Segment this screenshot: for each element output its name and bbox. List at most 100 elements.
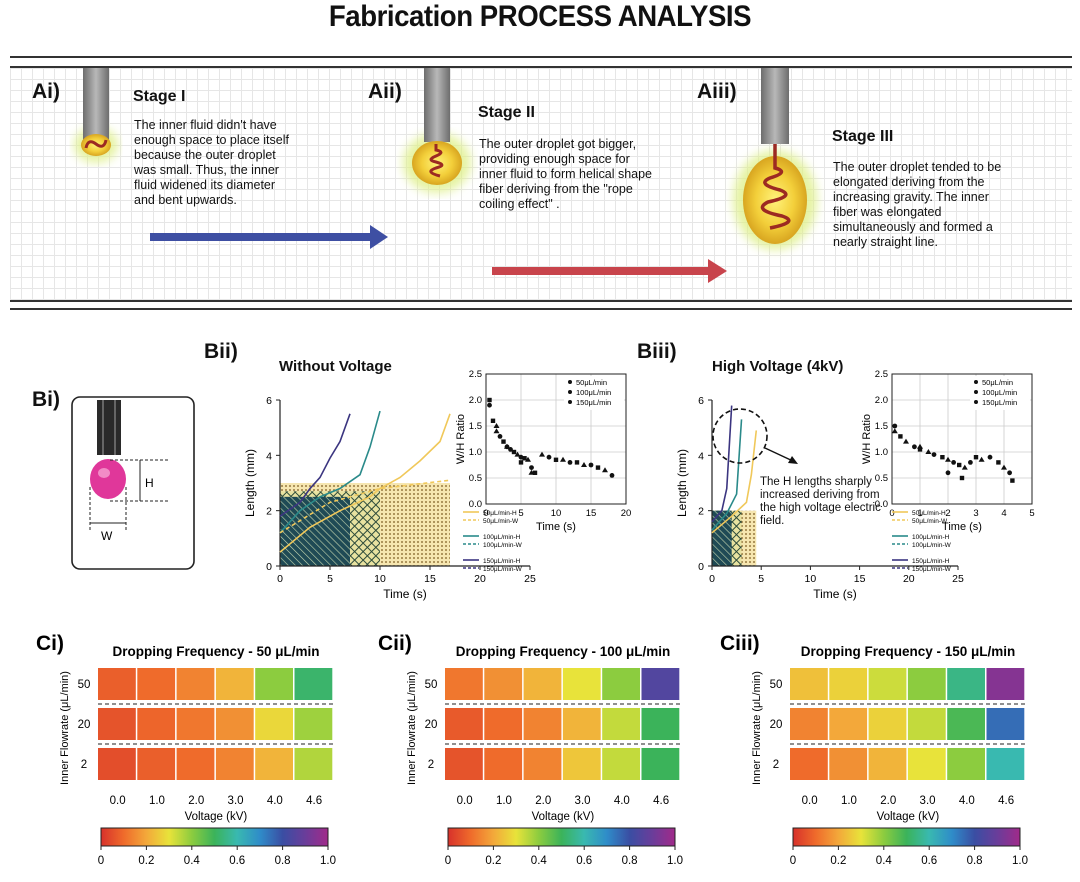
legend-label: 100μL/min-W [912, 542, 952, 549]
heatmap-cell [484, 708, 523, 740]
data-point [595, 465, 601, 470]
series-line [711, 419, 743, 531]
y-tick-label: 2.5 [875, 369, 888, 380]
y-tick-label: 20 [78, 719, 91, 731]
y-tick-label: 6 [266, 395, 272, 407]
section-c-heatmaps: Ci) Dropping Frequency - 50 μL/min502020.… [36, 632, 1028, 867]
heatmap-cell [215, 708, 254, 740]
annotation-line: the high voltage electric [760, 502, 881, 514]
x-tick-label: 4.0 [267, 795, 283, 807]
y-axis-title: W/H Ratio [455, 414, 467, 464]
data-point [522, 456, 527, 461]
heatmap-cell [294, 708, 333, 740]
x-tick-label: 4.6 [306, 795, 322, 807]
heatmap-cell [137, 708, 176, 740]
description-line: fluid widened its diameter [134, 178, 276, 192]
heatmap-cell [176, 708, 215, 740]
heatmap-cell [602, 748, 640, 780]
section-a-grid [10, 68, 1072, 300]
heatmap-title: Dropping Frequency - 50 μL/min [112, 644, 319, 659]
x-tick-label: 5 [518, 508, 523, 519]
heatmap-cell [562, 708, 601, 740]
description-line: providing enough space for [479, 152, 630, 166]
y-tick-label: 2 [698, 506, 704, 518]
y-tick-label: 2.0 [469, 395, 482, 406]
x-tick-label: 2.0 [535, 795, 551, 807]
legend-label: 50μL/min [982, 378, 1013, 387]
heatmap-cell [523, 748, 562, 780]
data-point [528, 469, 535, 475]
heatmap-cell [523, 708, 562, 740]
x-tick-label: 10 [805, 573, 817, 585]
data-point [560, 456, 566, 462]
plot-frame [485, 373, 627, 505]
y-tick-label: 50 [425, 679, 438, 691]
data-point [973, 455, 979, 460]
stage-iii-needle-droplet [733, 68, 817, 250]
legend-marker [974, 390, 978, 394]
stage-iii-description: The outer droplet tended to be elongated … [833, 160, 1001, 250]
y-tick-label: 20 [425, 719, 438, 731]
heatmap-panel-1: Ci) Dropping Frequency - 50 μL/min 50 20 2 0.… [36, 632, 336, 867]
y-tick-label: 2 [266, 506, 272, 518]
y-axis-title: Length (mm) [243, 449, 257, 517]
x-tick-label: 25 [952, 573, 964, 585]
heatmap-cell [868, 708, 907, 740]
x-tick-label: 20 [903, 573, 915, 585]
data-point [525, 456, 531, 462]
data-point [487, 402, 492, 408]
heatmap-cell [484, 668, 523, 700]
annotation-line: increased deriving from [760, 489, 880, 501]
bi-schematic: H W [71, 396, 195, 570]
heatmap-panel-2: Cii) Dropping Frequency - 100 μL/min50202… [378, 632, 683, 867]
y-tick-label: 0.0 [469, 499, 482, 510]
legend-label: 150μL/min [576, 398, 611, 407]
heatmap-cell [137, 748, 176, 780]
heatmap-cell [562, 748, 601, 780]
data-point [581, 462, 587, 467]
description-line: increasing gravity. The inner [833, 190, 989, 204]
inset-legend-bg [564, 376, 624, 410]
colorbar-tick-label: 0.2 [485, 855, 501, 867]
x-tick-label: 1.0 [149, 795, 165, 807]
data-point [917, 443, 923, 449]
legend-label: 150μL/min [982, 398, 1017, 407]
plot-frame [891, 373, 1033, 505]
data-point [917, 447, 923, 452]
x-tick-label: 0 [483, 508, 488, 519]
x-axis-title: Voltage (kV) [877, 811, 940, 823]
x-tick-label: 3.0 [920, 795, 936, 807]
heatmap-cell [137, 668, 176, 700]
heatmap-cell [176, 668, 215, 700]
data-point [891, 428, 898, 434]
panel-label-aiii: Aiii) [697, 80, 737, 103]
data-point [490, 418, 496, 423]
colorbar-tick-label: 0.6 [921, 855, 937, 867]
data-point [511, 449, 517, 455]
heatmap-cell [602, 668, 640, 700]
heatmap-panel-3: Ciii) Dropping Frequency - 150 μL/min5020… [720, 632, 1028, 867]
heatmap-cell [947, 708, 985, 740]
y-tick-label: 50 [78, 679, 91, 691]
colorbar-tick-label: 1.0 [320, 855, 336, 867]
data-point [957, 462, 962, 468]
data-point [1010, 478, 1015, 483]
data-point [574, 460, 580, 465]
data-point [493, 428, 500, 434]
data-point [961, 464, 968, 470]
colorbar-tick-label: 0.2 [138, 855, 154, 867]
heatmap-cell [641, 708, 680, 740]
x-tick-label: 2.0 [880, 795, 896, 807]
data-point [518, 460, 524, 465]
colorbar-tick-label: 0.8 [967, 855, 983, 867]
heatmap-cell [947, 748, 985, 780]
x-axis-title: Voltage (kV) [185, 811, 248, 823]
y-tick-label: 2 [773, 759, 779, 771]
area-fill [280, 496, 350, 566]
legend-label: 50μL/min [576, 378, 607, 387]
panel-label-bi: Bi) [32, 388, 60, 411]
divider-a-top [10, 66, 1072, 68]
legend-label: 150μL/min-H [912, 558, 950, 565]
heatmap-cell [523, 668, 562, 700]
